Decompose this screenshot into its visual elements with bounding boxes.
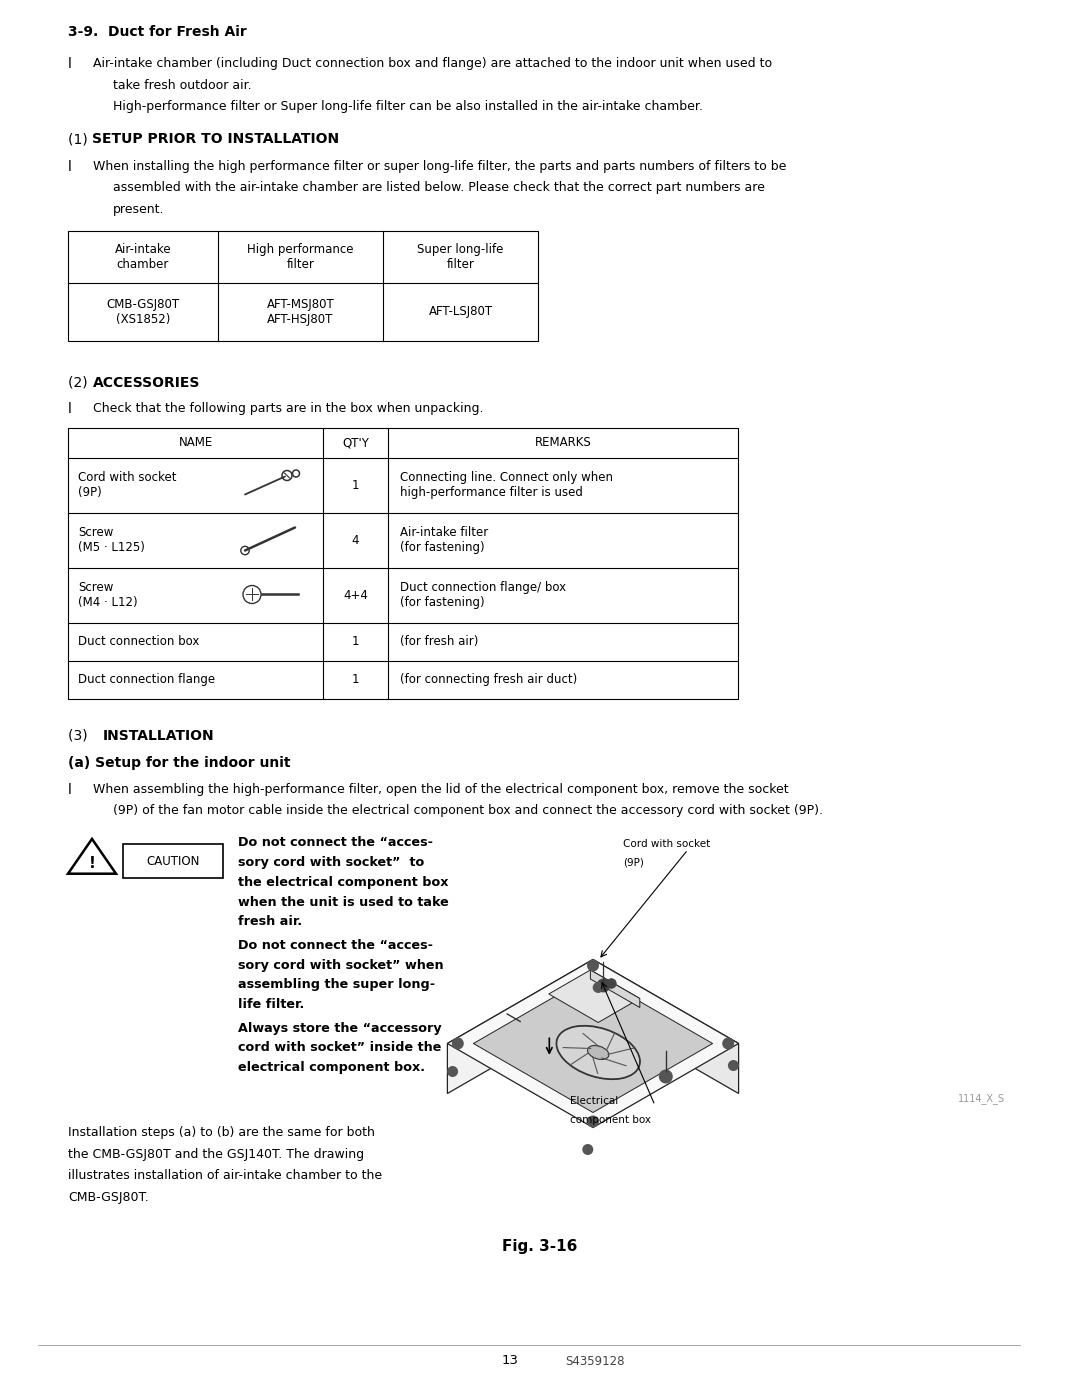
Text: !: ! (89, 856, 95, 870)
Text: S4359128: S4359128 (565, 1355, 624, 1368)
Text: 4: 4 (352, 534, 360, 548)
Text: (for connecting fresh air duct): (for connecting fresh air duct) (400, 673, 577, 686)
Text: Do not connect the “acces-: Do not connect the “acces- (238, 837, 433, 849)
Text: Duct connection flange: Duct connection flange (78, 673, 215, 686)
Ellipse shape (556, 1025, 640, 1080)
Bar (68, 427, 738, 698)
Text: (9P): (9P) (623, 858, 644, 868)
Text: cord with socket” inside the: cord with socket” inside the (238, 1042, 442, 1055)
Text: fresh air.: fresh air. (238, 915, 302, 928)
Text: INSTALLATION: INSTALLATION (103, 729, 215, 743)
Text: electrical component box.: electrical component box. (238, 1062, 426, 1074)
Text: High performance
filter: High performance filter (247, 243, 354, 271)
Text: (1): (1) (68, 131, 92, 147)
Text: assembling the super long-: assembling the super long- (238, 978, 435, 992)
Text: CMB-GSJ80T
(XS1852): CMB-GSJ80T (XS1852) (107, 298, 179, 326)
Text: REMARKS: REMARKS (535, 436, 592, 450)
Text: sory cord with socket”  to: sory cord with socket” to (238, 856, 424, 869)
Text: l: l (68, 402, 72, 416)
Text: (for fresh air): (for fresh air) (400, 636, 478, 648)
Text: take fresh outdoor air.: take fresh outdoor air. (113, 78, 252, 91)
Text: Connecting line. Connect only when
high-performance filter is used: Connecting line. Connect only when high-… (400, 472, 613, 500)
Text: NAME: NAME (178, 436, 213, 450)
Text: 1: 1 (352, 636, 360, 648)
Ellipse shape (588, 1045, 609, 1059)
Circle shape (728, 1060, 739, 1071)
Text: assembled with the air-intake chamber are listed below. Please check that the co: assembled with the air-intake chamber ar… (113, 182, 765, 194)
Text: High-performance filter or Super long-life filter can be also installed in the a: High-performance filter or Super long-li… (113, 101, 703, 113)
Text: (2): (2) (68, 376, 92, 390)
Text: AFT-MSJ80T
AFT-HSJ80T: AFT-MSJ80T AFT-HSJ80T (267, 298, 335, 326)
Text: Super long-life
filter: Super long-life filter (417, 243, 503, 271)
Text: Always store the “accessory: Always store the “accessory (238, 1021, 442, 1035)
Text: Check that the following parts are in the box when unpacking.: Check that the following parts are in th… (93, 402, 484, 415)
Text: Screw
(M5 · L125): Screw (M5 · L125) (78, 527, 145, 555)
Text: life filter.: life filter. (238, 997, 305, 1011)
Polygon shape (593, 960, 739, 1094)
Text: sory cord with socket” when: sory cord with socket” when (238, 958, 444, 972)
Text: present.: present. (113, 203, 164, 217)
Circle shape (607, 979, 617, 988)
Circle shape (447, 1066, 458, 1077)
Text: Electrical: Electrical (570, 1097, 618, 1106)
Text: Cord with socket
(9P): Cord with socket (9P) (78, 472, 176, 500)
Text: (a) Setup for the indoor unit: (a) Setup for the indoor unit (68, 756, 291, 770)
Text: l: l (68, 782, 72, 798)
Text: Installation steps (a) to (b) are the same for both: Installation steps (a) to (b) are the sa… (68, 1126, 375, 1140)
Circle shape (588, 1115, 599, 1127)
Text: Air-intake
chamber: Air-intake chamber (114, 243, 172, 271)
Text: 1: 1 (352, 479, 360, 492)
Polygon shape (591, 970, 639, 1007)
Text: Fig. 3-16: Fig. 3-16 (502, 1239, 578, 1255)
Circle shape (723, 1038, 734, 1049)
Text: Air-intake filter
(for fastening): Air-intake filter (for fastening) (400, 527, 488, 555)
Text: Do not connect the “acces-: Do not connect the “acces- (238, 939, 433, 951)
Polygon shape (549, 970, 639, 1023)
Circle shape (588, 960, 599, 971)
Circle shape (582, 1144, 593, 1155)
Text: 13: 13 (501, 1354, 518, 1368)
Text: the CMB-GSJ80T and the GSJ140T. The drawing: the CMB-GSJ80T and the GSJ140T. The draw… (68, 1148, 364, 1161)
Circle shape (659, 1070, 673, 1084)
Circle shape (593, 982, 604, 993)
Text: l: l (68, 57, 72, 71)
Text: (3): (3) (68, 729, 96, 743)
Text: AFT-LSJ80T: AFT-LSJ80T (429, 306, 492, 319)
Text: when the unit is used to take: when the unit is used to take (238, 895, 449, 908)
Text: l: l (68, 161, 72, 175)
Text: Duct connection box: Duct connection box (78, 636, 200, 648)
Polygon shape (447, 960, 739, 1127)
Text: When installing the high performance filter or super long-life filter, the parts: When installing the high performance fil… (93, 161, 786, 173)
Text: QT'Y: QT'Y (342, 436, 369, 450)
Text: When assembling the high-performance filter, open the lid of the electrical comp: When assembling the high-performance fil… (93, 782, 788, 796)
Text: Cord with socket: Cord with socket (623, 840, 711, 849)
Text: 1114_X_S: 1114_X_S (958, 1094, 1005, 1105)
Text: (9P) of the fan motor cable inside the electrical component box and connect the : (9P) of the fan motor cable inside the e… (113, 805, 823, 817)
Text: Duct connection flange/ box
(for fastening): Duct connection flange/ box (for fasteni… (400, 581, 566, 609)
Text: 3-9.  Duct for Fresh Air: 3-9. Duct for Fresh Air (68, 25, 246, 39)
Text: Screw
(M4 · L12): Screw (M4 · L12) (78, 581, 137, 609)
Text: component box: component box (570, 1115, 651, 1125)
Polygon shape (473, 975, 713, 1112)
Text: the electrical component box: the electrical component box (238, 876, 448, 888)
Text: illustrates installation of air-intake chamber to the: illustrates installation of air-intake c… (68, 1169, 382, 1182)
Text: SETUP PRIOR TO INSTALLATION: SETUP PRIOR TO INSTALLATION (93, 131, 339, 147)
Polygon shape (447, 960, 593, 1094)
Text: 4+4: 4+4 (343, 590, 368, 602)
Text: CAUTION: CAUTION (146, 855, 200, 868)
Bar (123, 845, 222, 879)
Text: 1: 1 (352, 673, 360, 686)
Bar (68, 231, 538, 341)
Circle shape (451, 1038, 463, 1049)
Text: ACCESSORIES: ACCESSORIES (93, 376, 200, 390)
Circle shape (597, 979, 610, 992)
Text: CMB-GSJ80T.: CMB-GSJ80T. (68, 1192, 149, 1204)
Text: Air-intake chamber (including Duct connection box and flange) are attached to th: Air-intake chamber (including Duct conne… (93, 57, 772, 70)
